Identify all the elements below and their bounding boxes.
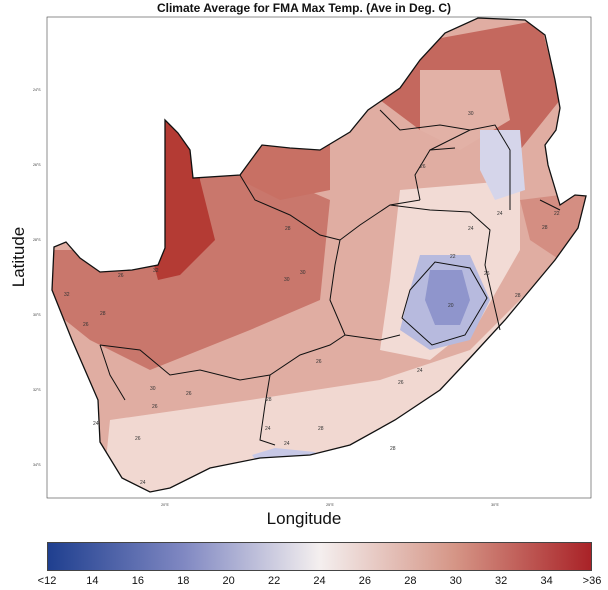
colorbar-tick-label: 30 — [449, 575, 462, 587]
contour-label: 20 — [448, 303, 454, 309]
colorbar-tick-label: <12 — [37, 575, 57, 587]
colorbar-tick-label: >36 — [582, 575, 602, 587]
lat-tick-32: 32°S — [33, 388, 41, 392]
lat-tick-34: 34°S — [33, 463, 41, 467]
zone-coldest-lesotho — [425, 270, 470, 325]
contour-label: 28 — [542, 225, 548, 231]
colorbar-tick-label: 28 — [404, 575, 417, 587]
colorbar-tick-label: 16 — [131, 575, 144, 587]
colorbar-tick-label: 32 — [495, 575, 508, 587]
colorbar-tick-label: 34 — [540, 575, 553, 587]
contour-label: 22 — [450, 254, 456, 260]
contour-label: 28 — [318, 426, 324, 432]
contour-label: 24 — [468, 226, 474, 232]
contour-label: 24 — [497, 211, 503, 217]
contour-label: 24 — [140, 480, 146, 486]
contour-label: 26 — [118, 273, 124, 279]
contour-label: 24 — [265, 426, 271, 432]
contour-label: 22 — [554, 211, 560, 217]
contour-label: 26 — [316, 359, 322, 365]
contour-label: 30 — [468, 111, 474, 117]
contour-label: 24 — [417, 368, 423, 374]
axis-ticks: 20°E 25°E 30°E 24°S 26°S 28°S 30°S 32°S … — [33, 88, 499, 507]
colorbar-tick-label: 20 — [222, 575, 235, 587]
colorbar — [47, 542, 592, 571]
contour-label: 26 — [83, 322, 89, 328]
colorbar-tick-label: 22 — [267, 575, 281, 587]
contour-label: 28 — [266, 397, 272, 403]
zone-warm-north — [240, 140, 330, 200]
contour-label: 28 — [100, 311, 106, 317]
x-axis-label: Longitude — [266, 509, 342, 528]
contour-label: 26 — [186, 391, 192, 397]
lon-tick-20: 20°E — [161, 503, 169, 507]
lat-tick-24: 24°S — [33, 88, 41, 92]
contour-labels: 30 26 28 22 24 24 22 20 26 28 24 26 28 3… — [64, 111, 560, 486]
colorbar-tick-label: 24 — [313, 575, 326, 587]
lat-tick-26: 26°S — [33, 163, 41, 167]
contour-label: 32 — [153, 268, 159, 274]
contour-label: 26 — [135, 436, 141, 442]
contour-label: 26 — [420, 164, 426, 170]
lon-tick-25: 25°E — [326, 503, 334, 507]
contour-label: 32 — [64, 292, 70, 298]
map-title: Climate Average for FMA Max Temp. (Ave i… — [156, 1, 452, 15]
contour-label: 30 — [150, 386, 156, 392]
contour-label: 28 — [285, 226, 291, 232]
contour-label: 30 — [300, 270, 306, 276]
lon-tick-30: 30°E — [491, 503, 499, 507]
colorbar-tick-label: 18 — [177, 575, 190, 587]
contour-label: 28 — [515, 293, 521, 299]
contour-label: 28 — [390, 446, 396, 452]
contour-label: 24 — [284, 441, 290, 447]
contour-label: 24 — [93, 421, 99, 427]
province-borders — [99, 109, 561, 446]
contour-label: 26 — [484, 271, 490, 277]
y-axis-label: Latitude — [9, 226, 28, 288]
contour-label: 26 — [152, 404, 158, 410]
lat-tick-28: 28°S — [33, 238, 41, 242]
country-outline — [51, 17, 587, 493]
colorbar-tick-label: 26 — [358, 575, 372, 587]
colorbar-tick-label: 14 — [86, 575, 99, 587]
contour-label: 30 — [284, 277, 290, 283]
zone-cold-highveld — [480, 130, 525, 200]
lat-tick-30: 30°S — [33, 313, 41, 317]
contour-label: 26 — [398, 380, 404, 386]
